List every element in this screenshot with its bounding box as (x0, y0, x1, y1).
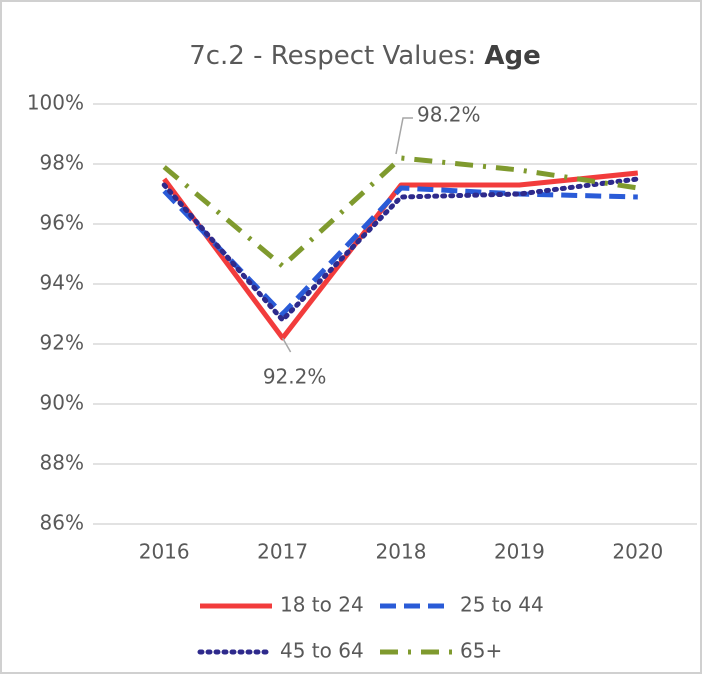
data-label: 98.2% (417, 103, 481, 127)
series-line (161, 176, 641, 323)
legend-label: 25 to 44 (460, 593, 544, 617)
legend-label: 65+ (460, 639, 502, 663)
series-line (162, 170, 639, 341)
title-emphasis: Age (484, 41, 540, 71)
data-label: 92.2% (263, 365, 327, 389)
y-tick-label: 94% (40, 271, 84, 295)
y-tick-label: 96% (40, 211, 84, 235)
y-tick-label: 92% (40, 331, 84, 355)
x-tick-label: 2018 (376, 540, 427, 564)
x-tick-label: 2019 (494, 540, 545, 564)
title-text: 7c.2 - Respect Values: (189, 41, 476, 71)
chart-title: 7c.2 - Respect Values: Age (189, 41, 541, 71)
x-tick-label: 2020 (612, 540, 663, 564)
legend-label: 18 to 24 (280, 593, 364, 617)
legend-label: 45 to 64 (280, 639, 364, 663)
x-tick-label: 2016 (139, 540, 190, 564)
series-line (162, 185, 638, 317)
y-tick-label: 90% (40, 391, 84, 415)
y-tick-label: 100% (27, 91, 84, 115)
label-leader (281, 337, 292, 353)
y-tick-label: 98% (40, 151, 84, 175)
y-tick-label: 88% (40, 451, 84, 475)
y-tick-label: 86% (40, 511, 84, 535)
x-tick-label: 2017 (257, 540, 308, 564)
label-leader (395, 117, 413, 155)
